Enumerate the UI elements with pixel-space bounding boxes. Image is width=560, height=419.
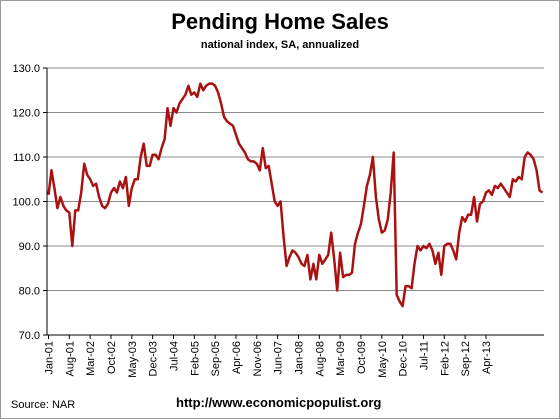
y-tick-label: 70.0 — [19, 330, 40, 342]
x-tick-label: Jun-07 — [273, 341, 285, 375]
x-tick-label: May-03 — [127, 341, 139, 378]
x-tick-label: Oct-02 — [106, 341, 118, 374]
source-note: Source: NAR — [11, 399, 76, 411]
y-tick-label: 130.0 — [12, 63, 40, 75]
x-tick-label: May-10 — [377, 341, 389, 378]
x-tick-label: Apr-06 — [231, 341, 243, 374]
x-tick-label: Feb-12 — [439, 341, 451, 376]
x-tick-label: Jan-01 — [43, 341, 55, 375]
y-tick-label: 80.0 — [19, 286, 40, 298]
x-tick-label: Sep-05 — [210, 341, 222, 376]
x-tick-label: Feb-05 — [189, 341, 201, 376]
x-tick-label: Dec-03 — [148, 341, 160, 376]
x-tick-label: Jul-11 — [418, 341, 430, 370]
chart-title: Pending Home Sales — [171, 9, 389, 34]
y-tick-label: 110.0 — [13, 152, 40, 164]
x-tick-label: Mar-09 — [335, 341, 347, 376]
x-tick-label: Aug-08 — [314, 341, 326, 376]
x-tick-label: Nov-06 — [252, 341, 264, 376]
y-tick-label: 120.0 — [12, 108, 40, 120]
y-tick-label: 100.0 — [12, 197, 40, 209]
credit-url: http://www.economicpopulist.org — [176, 395, 382, 410]
y-tick-label: 90.0 — [19, 241, 40, 253]
x-tick-label: Apr-13 — [481, 341, 493, 374]
x-tick-label: Mar-02 — [85, 341, 97, 376]
series-line-pending-home-sales — [47, 82, 544, 308]
x-tick-label: Jul-04 — [168, 341, 180, 371]
x-tick-label: Aug-01 — [64, 341, 76, 376]
x-tick-label: Dec-10 — [398, 341, 410, 376]
x-tick-label: Jan-08 — [293, 341, 305, 375]
chart-subtitle: national index, SA, annualized — [200, 39, 360, 51]
x-tick-label: Sep-12 — [460, 341, 472, 376]
x-tick-label: Oct-09 — [356, 341, 368, 374]
